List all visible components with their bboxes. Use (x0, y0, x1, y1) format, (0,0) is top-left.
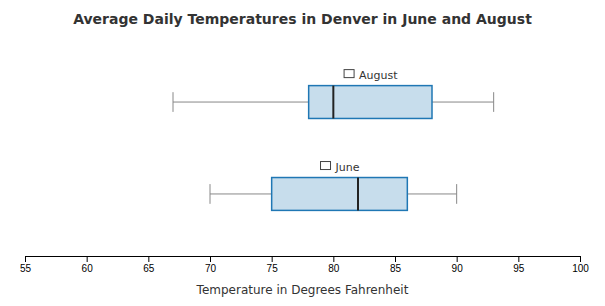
x-tick-mark (25, 256, 26, 262)
x-tick-label: 90 (452, 263, 464, 274)
x-tick-mark (457, 256, 458, 262)
whisker-cap (210, 184, 211, 204)
labels: August June (321, 69, 399, 174)
label-marker (344, 70, 354, 78)
x-tick: 65 (143, 256, 155, 274)
whisker (407, 193, 456, 194)
box (309, 86, 432, 119)
x-tick-label: 95 (513, 263, 525, 274)
title: Average Daily Temperatures in Denver in … (73, 11, 532, 27)
x-tick-mark (87, 256, 88, 262)
x-tick-mark (272, 256, 273, 262)
box-label-text: August (359, 69, 398, 82)
x-tick: 75 (267, 256, 279, 274)
x-tick: 60 (82, 256, 94, 274)
x-tick-label: 80 (328, 263, 340, 274)
x-tick: 80 (328, 256, 340, 274)
x-tick: 85 (390, 256, 402, 274)
x-tick-label: 85 (390, 263, 402, 274)
x-tick-mark (518, 256, 519, 262)
marks (173, 86, 494, 211)
x-tick: 55 (20, 256, 32, 274)
x-tick-mark (580, 256, 581, 262)
box-label: August (344, 69, 398, 82)
x-tick: 95 (513, 256, 525, 274)
x-tick-mark (210, 256, 211, 262)
x-tick: 70 (205, 256, 217, 274)
median (332, 86, 334, 119)
x-tick-label: 100 (572, 263, 589, 274)
whisker (210, 193, 272, 194)
median (357, 178, 359, 211)
whisker-cap (456, 184, 457, 204)
box-plot (173, 86, 494, 119)
x-tick: 90 (452, 256, 464, 274)
x-tick-label: 75 (267, 263, 279, 274)
x-tick-mark (333, 256, 334, 262)
chart: Average Daily Temperatures in Denver in … (0, 0, 605, 306)
x-tick-mark (395, 256, 396, 262)
x-tick-mark (148, 256, 149, 262)
x-tick-label: 55 (20, 263, 32, 274)
whisker-cap (173, 92, 174, 112)
x-axis-title: Temperature in Degrees Fahrenheit (196, 283, 409, 297)
x-axis-line (26, 257, 581, 263)
whisker-cap (493, 92, 494, 112)
whisker (432, 102, 494, 103)
x-axis: 55 60 65 70 75 80 85 90 95 100 (20, 256, 589, 274)
whisker (173, 102, 309, 103)
x-tick-label: 65 (143, 263, 155, 274)
x-tick-label: 60 (82, 263, 94, 274)
box-label: June (321, 161, 360, 174)
box (272, 178, 408, 211)
x-tick-label: 70 (205, 263, 217, 274)
box-plot (210, 178, 457, 211)
label-marker (321, 162, 331, 170)
plot: 55 60 65 70 75 80 85 90 95 100 Temperature in Degr… (20, 69, 589, 297)
x-tick: 100 (572, 256, 589, 274)
box-label-text: June (335, 161, 360, 174)
